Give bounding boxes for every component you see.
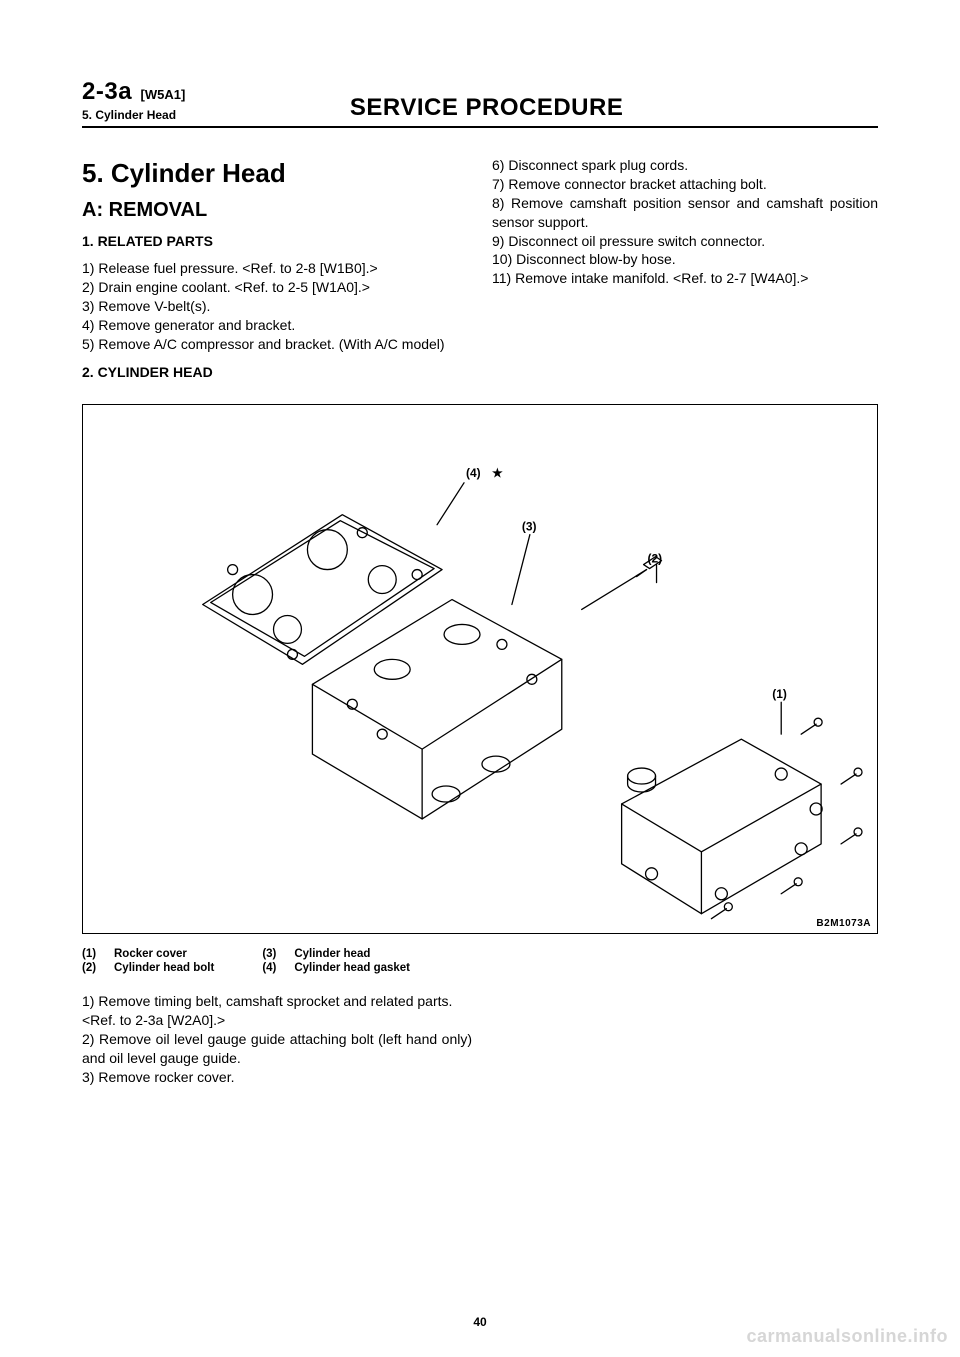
subsubsection-heading: 1. RELATED PARTS [82,232,468,251]
legend-num: (2) [82,962,104,974]
legend-text: Cylinder head [294,948,370,960]
step: 1) Release fuel pressure. <Ref. to 2-8 [… [82,259,468,278]
header-section-line: 2-3a [W5A1] [82,78,185,106]
post-figure-text: 1) Remove timing belt, camshaft sprocket… [82,992,472,1086]
legend-num: (4) [262,962,284,974]
figure-legend: (1) Rocker cover (2) Cylinder head bolt … [82,948,878,974]
step: 7) Remove connector bracket attaching bo… [492,175,878,194]
step: 9) Disconnect oil pressure switch connec… [492,232,878,251]
section-heading: 5. Cylinder Head [82,156,468,191]
step: <Ref. to 2-3a [W2A0].> [82,1011,472,1030]
content-columns: 5. Cylinder Head A: REMOVAL 1. RELATED P… [82,156,878,390]
page: 2-3a [W5A1] 5. Cylinder Head SERVICE PRO… [0,0,960,1357]
step: 11) Remove intake manifold. <Ref. to 2-7… [492,269,878,288]
figure-id: B2M1073A [816,918,871,929]
step: 4) Remove generator and bracket. [82,316,468,335]
header-title: SERVICE PROCEDURE [185,94,878,122]
subsubsection-heading-2: 2. CYLINDER HEAD [82,363,468,382]
callout-1: (1) [772,688,787,702]
legend-num: (3) [262,948,284,960]
page-header: 2-3a [W5A1] 5. Cylinder Head SERVICE PRO… [82,78,878,128]
callout-3: (3) [522,520,537,534]
legend-col-1: (1) Rocker cover (2) Cylinder head bolt [82,948,214,974]
exploded-diagram: (4) ★ (3) (2) (1) [83,405,877,934]
legend-item: (2) Cylinder head bolt [82,962,214,974]
legend-col-2: (3) Cylinder head (4) Cylinder head gask… [262,948,410,974]
step: 2) Drain engine coolant. <Ref. to 2-5 [W… [82,278,468,297]
callout-2: (2) [648,552,663,566]
legend-item: (1) Rocker cover [82,948,214,960]
step: 3) Remove rocker cover. [82,1068,472,1087]
step: 3) Remove V-belt(s). [82,297,468,316]
right-column: 6) Disconnect spark plug cords. 7) Remov… [492,156,878,390]
legend-item: (4) Cylinder head gasket [262,962,410,974]
legend-text: Rocker cover [114,948,187,960]
legend-item: (3) Cylinder head [262,948,410,960]
figure-section: (4) ★ (3) (2) (1) B2M1073A (1) Rocker co… [82,404,878,1086]
header-subtitle: 5. Cylinder Head [82,108,185,122]
header-left: 2-3a [W5A1] 5. Cylinder Head [82,78,185,122]
section-code: 2-3a [82,78,132,105]
step: 6) Disconnect spark plug cords. [492,156,878,175]
figure-box: (4) ★ (3) (2) (1) B2M1073A [82,404,878,934]
step: 2) Remove oil level gauge guide attachin… [82,1030,472,1068]
section-sub: [W5A1] [141,87,186,102]
step: 1) Remove timing belt, camshaft sprocket… [82,992,472,1011]
subsection-heading: A: REMOVAL [82,197,468,224]
watermark: carmanualsonline.info [746,1326,948,1347]
step: 5) Remove A/C compressor and bracket. (W… [82,335,468,354]
star-icon: ★ [492,466,503,480]
legend-num: (1) [82,948,104,960]
legend-text: Cylinder head gasket [294,962,410,974]
left-column: 5. Cylinder Head A: REMOVAL 1. RELATED P… [82,156,468,390]
step: 8) Remove camshaft position sensor and c… [492,194,878,232]
legend-text: Cylinder head bolt [114,962,214,974]
callout-4: (4) [466,466,481,480]
step: 10) Disconnect blow-by hose. [492,250,878,269]
